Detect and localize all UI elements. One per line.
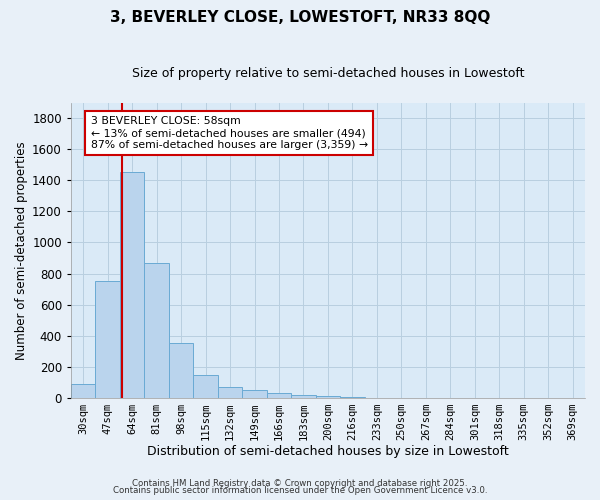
Bar [95, 280, 120, 398]
Bar [242, 390, 267, 398]
Bar [145, 262, 169, 398]
Bar [316, 396, 340, 398]
Bar [291, 395, 316, 398]
Y-axis label: Number of semi-detached properties: Number of semi-detached properties [15, 141, 28, 360]
Bar [169, 343, 193, 398]
Text: Contains public sector information licensed under the Open Government Licence v3: Contains public sector information licen… [113, 486, 487, 495]
Title: Size of property relative to semi-detached houses in Lowestoft: Size of property relative to semi-detach… [132, 68, 524, 80]
X-axis label: Distribution of semi-detached houses by size in Lowestoft: Distribution of semi-detached houses by … [147, 444, 509, 458]
Text: Contains HM Land Registry data © Crown copyright and database right 2025.: Contains HM Land Registry data © Crown c… [132, 478, 468, 488]
Bar [120, 172, 145, 398]
Text: 3 BEVERLEY CLOSE: 58sqm
← 13% of semi-detached houses are smaller (494)
87% of s: 3 BEVERLEY CLOSE: 58sqm ← 13% of semi-de… [91, 116, 368, 150]
Text: 3, BEVERLEY CLOSE, LOWESTOFT, NR33 8QQ: 3, BEVERLEY CLOSE, LOWESTOFT, NR33 8QQ [110, 10, 490, 25]
Bar [71, 384, 95, 398]
Bar [267, 394, 291, 398]
Bar [340, 397, 365, 398]
Bar [218, 387, 242, 398]
Bar [193, 374, 218, 398]
